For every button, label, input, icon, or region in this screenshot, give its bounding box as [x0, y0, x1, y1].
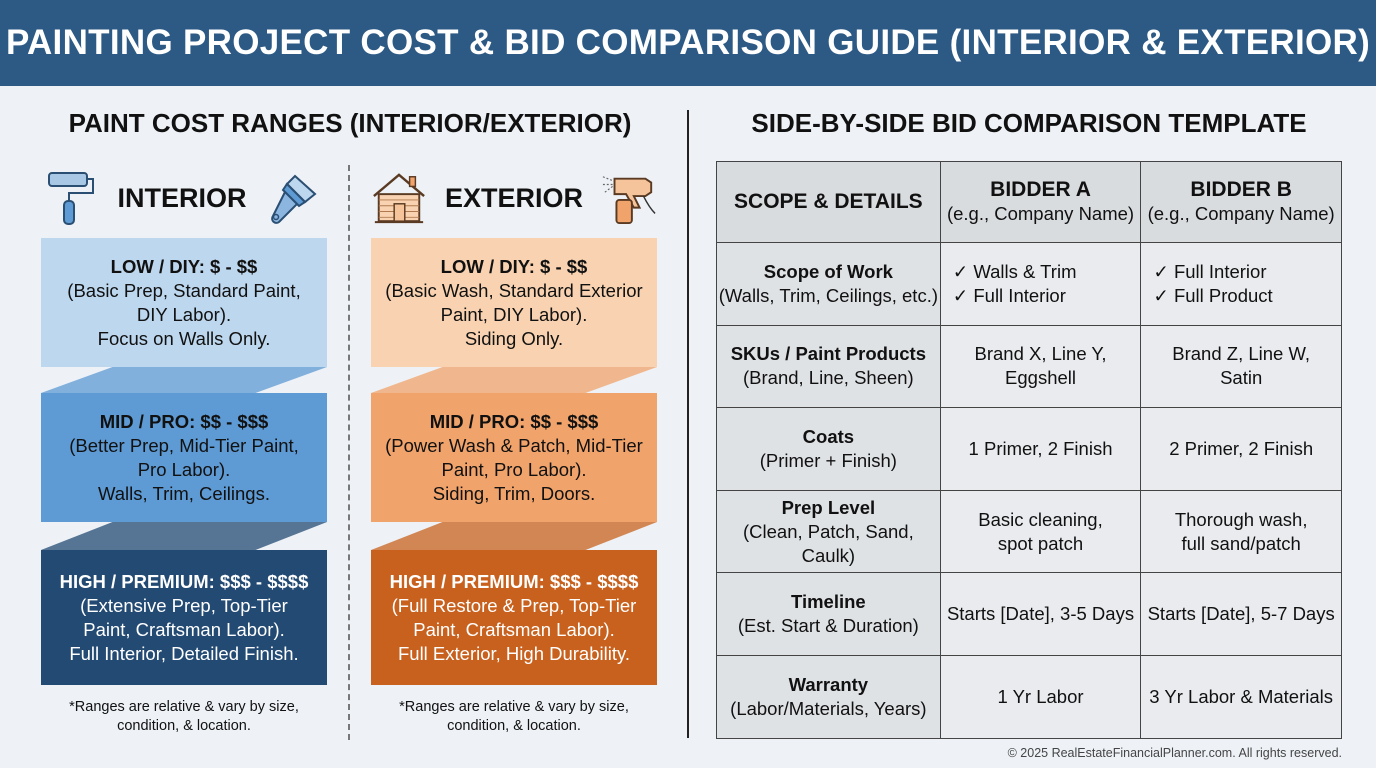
tier-line: DIY Labor).: [136, 303, 232, 325]
tier-line: (Full Restore & Prep, Top-Tier: [391, 594, 637, 616]
tier-line: (Better Prep, Mid-Tier Paint,: [69, 434, 299, 456]
table-header-row: SCOPE & DETAILS BIDDER A (e.g., Company N…: [716, 161, 1342, 243]
column-divider: [348, 165, 350, 740]
tier-line: Paint, Pro Labor).: [441, 458, 587, 480]
table-row: Coats (Primer + Finish) 1 Primer, 2 Finish…: [716, 407, 1342, 491]
spray-gun-icon: [602, 176, 656, 225]
bid-cell-a: 1 Primer, 2 Finish: [939, 407, 1142, 491]
row-label: SKUs / Paint Products (Brand, Line, Sheen…: [716, 324, 941, 409]
bid-comparison-heading: SIDE-BY-SIDE BID COMPARISON TEMPLATE: [751, 108, 1307, 138]
tier-line: Full Interior, Detailed Finish.: [69, 642, 299, 664]
exterior-tier-2: HIGH / PREMIUM: $$$ - $$$$ (Full Restore …: [371, 550, 657, 685]
row-label: Timeline (Est. Start & Duration): [716, 572, 941, 656]
tier-line: Focus on Walls Only.: [97, 327, 271, 349]
tier-title: LOW / DIY: $ - $$: [110, 255, 258, 277]
table-row: Prep Level (Clean, Patch, Sand, Caulk) Bas…: [716, 489, 1342, 574]
exterior-tier-connector: [371, 522, 657, 550]
bid-cell-b: 2 Primer, 2 Finish: [1140, 407, 1342, 491]
table-row: Timeline (Est. Start & Duration) Starts [D…: [716, 572, 1342, 656]
paint-roller-icon: [48, 172, 95, 225]
tier-line: (Basic Wash, Standard Exterior: [385, 279, 643, 301]
tier-line: (Extensive Prep, Top-Tier: [80, 594, 288, 616]
tier-line: (Basic Prep, Standard Paint,: [67, 279, 301, 301]
tier-line: Walls, Trim, Ceilings.: [97, 482, 270, 504]
table-row: Scope of Work (Walls, Trim, Ceilings, etc…: [716, 242, 1342, 326]
exterior-tier-connector: [371, 367, 657, 393]
bid-cell-b: 3 Yr Labor & Materials: [1140, 654, 1342, 739]
exterior-tier-0: LOW / DIY: $ - $$ (Basic Wash, Standard E…: [371, 238, 657, 367]
bid-cell-b: Thorough wash, full sand/patch: [1140, 489, 1342, 574]
table-row: SKUs / Paint Products (Brand, Line, Sheen…: [716, 324, 1342, 409]
row-label: Warranty (Labor/Materials, Years): [716, 654, 941, 739]
bid-cell-b: ✓ Full Interior ✓ Full Product: [1140, 242, 1342, 326]
tier-line: (Power Wash & Patch, Mid-Tier: [385, 434, 643, 456]
cost-ranges-heading: PAINT COST RANGES (INTERIOR/EXTERIOR): [68, 108, 632, 138]
interior-tier-connector: [41, 367, 327, 393]
row-label: Scope of Work (Walls, Trim, Ceilings, etc…: [716, 242, 941, 326]
tier-title: MID / PRO: $$ - $$$: [99, 410, 269, 432]
exterior-note: *Ranges are relative & vary by size, cond…: [399, 699, 629, 734]
header-bidder-b: BIDDER B (e.g., Company Name): [1140, 161, 1342, 243]
exterior-header: EXTERIOR: [371, 168, 657, 228]
bid-cell-a: Starts [Date], 3-5 Days: [939, 572, 1142, 656]
tier-line: Siding Only.: [464, 327, 564, 349]
bid-cell-b: Starts [Date], 5-7 Days: [1140, 572, 1342, 656]
bid-cell-a: Brand X, Line Y, Eggshell: [939, 324, 1142, 409]
tier-line: Siding, Trim, Doors.: [432, 482, 596, 504]
paint-brush-icon: [270, 174, 317, 224]
house-icon: [373, 173, 425, 224]
copyright: © 2025 RealEstateFinancialPlanner.com. A…: [1007, 746, 1342, 760]
row-label: Prep Level (Clean, Patch, Sand, Caulk): [716, 489, 941, 574]
row-label: Coats (Primer + Finish): [716, 407, 941, 491]
table-row: Warranty (Labor/Materials, Years) 1 Yr Lab…: [716, 654, 1342, 739]
tier-line: Full Exterior, High Durability.: [397, 642, 630, 664]
interior-header: INTERIOR: [41, 168, 327, 228]
tier-line: Paint, Craftsman Labor).: [83, 618, 285, 640]
tier-title: HIGH / PREMIUM: $$$ - $$$$: [59, 570, 309, 592]
header-scope: SCOPE & DETAILS: [716, 161, 941, 243]
interior-tier-0: LOW / DIY: $ - $$ (Basic Prep, Standard P…: [41, 238, 327, 367]
tier-title: LOW / DIY: $ - $$: [440, 255, 588, 277]
tier-title: MID / PRO: $$ - $$$: [429, 410, 599, 432]
interior-tier-connector: [41, 522, 327, 550]
interior-tier-2: HIGH / PREMIUM: $$$ - $$$$ (Extensive Pre…: [41, 550, 327, 685]
exterior-tier-1: MID / PRO: $$ - $$$ (Power Wash & Patch, …: [371, 393, 657, 522]
page-title: PAINTING PROJECT COST & BID COMPARISON G…: [0, 0, 1376, 86]
tier-title: HIGH / PREMIUM: $$$ - $$$$: [389, 570, 639, 592]
bid-cell-a: ✓ Walls & Trim ✓ Full Interior: [939, 242, 1142, 326]
interior-tier-1: MID / PRO: $$ - $$$ (Better Prep, Mid-Tie…: [41, 393, 327, 522]
tier-line: Pro Labor).: [137, 458, 231, 480]
section-divider: [687, 110, 689, 738]
bid-cell-b: Brand Z, Line W, Satin: [1140, 324, 1342, 409]
interior-label: INTERIOR: [117, 182, 247, 213]
bid-comparison-table: SCOPE & DETAILS BIDDER A (e.g., Company N…: [716, 161, 1342, 739]
header-bidder-a: BIDDER A (e.g., Company Name): [939, 161, 1142, 243]
interior-note: *Ranges are relative & vary by size, cond…: [69, 699, 299, 734]
tier-line: Paint, Craftsman Labor).: [413, 618, 615, 640]
exterior-label: EXTERIOR: [444, 182, 584, 213]
bid-cell-a: 1 Yr Labor: [939, 654, 1142, 739]
bid-cell-a: Basic cleaning, spot patch: [939, 489, 1142, 574]
tier-line: Paint, DIY Labor).: [440, 303, 588, 325]
